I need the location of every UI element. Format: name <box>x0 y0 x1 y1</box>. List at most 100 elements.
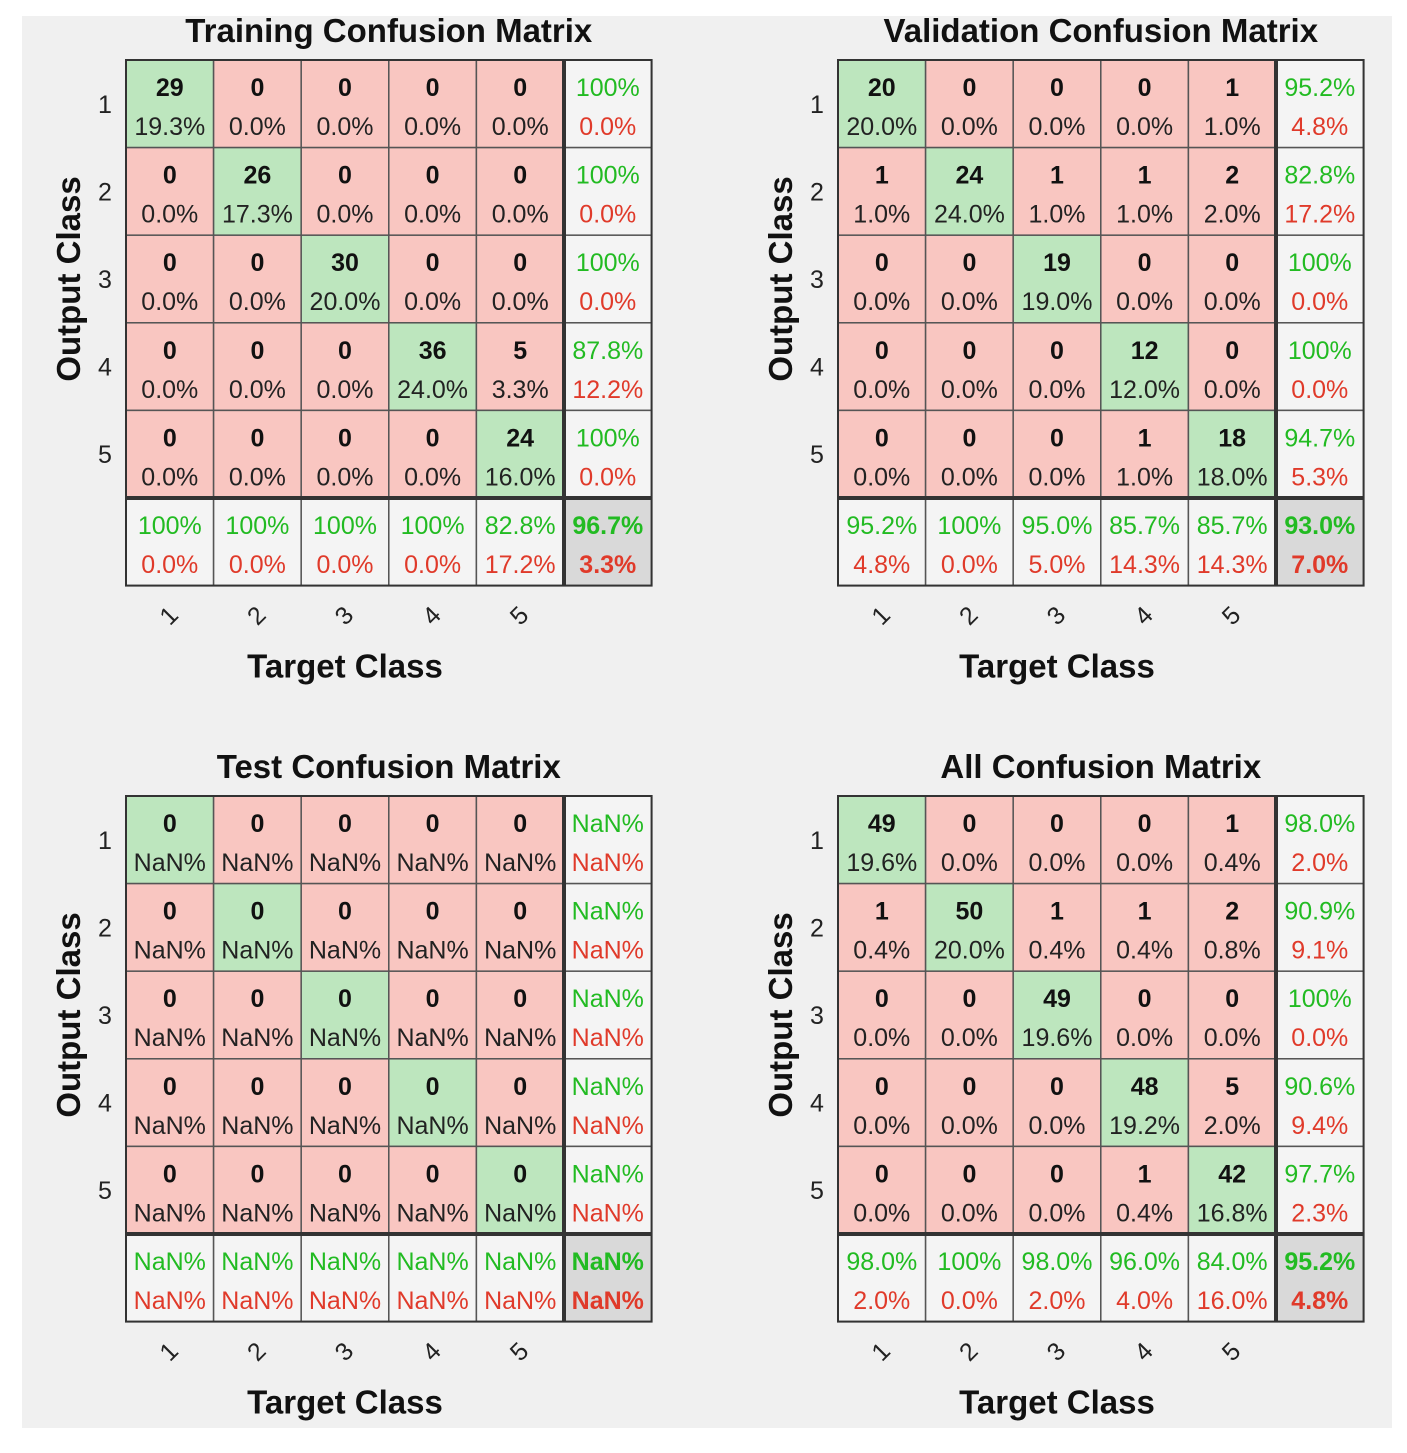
cell-count: 0 <box>426 424 440 452</box>
summary-cell <box>1275 795 1365 885</box>
cell-percent: 0.0% <box>853 463 910 491</box>
cell-percent: 18.0% <box>1197 463 1268 491</box>
cell-percent: 19.6% <box>846 849 917 877</box>
column-tick-label: 1 <box>866 1337 896 1367</box>
column-accuracy: NaN% <box>134 1248 206 1276</box>
cell-count: 0 <box>426 898 440 926</box>
cell-count: 0 <box>163 1160 177 1188</box>
matrix-cell <box>1100 59 1190 149</box>
matrix-cell <box>125 409 215 499</box>
cell-count: 0 <box>426 810 440 838</box>
column-tick-label: 3 <box>330 1337 360 1367</box>
cell-count: 0 <box>163 898 177 926</box>
column-tick-label: 4 <box>1129 1337 1159 1367</box>
column-error: 0.0% <box>941 1287 998 1315</box>
cell-percent: 0.0% <box>317 201 374 229</box>
cell-count: 0 <box>250 898 264 926</box>
cell-count: 0 <box>962 985 976 1013</box>
cell-percent: 0.0% <box>853 1112 910 1140</box>
matrix-cell <box>924 234 1014 324</box>
matrix-cell <box>212 146 302 236</box>
cell-percent: 2.0% <box>1204 1112 1261 1140</box>
matrix-cell <box>1012 795 1102 885</box>
row-error: 0.0% <box>1291 288 1348 316</box>
cell-count: 0 <box>338 1073 352 1101</box>
cell-count: 0 <box>338 337 352 365</box>
cell-count: 0 <box>1225 985 1239 1013</box>
cell-percent: 1.0% <box>1116 201 1173 229</box>
matrix-cell <box>1187 146 1277 236</box>
matrix-cell <box>924 795 1014 885</box>
cell-count: 0 <box>513 74 527 102</box>
cell-percent: 0.0% <box>941 113 998 141</box>
overall-accuracy: 95.2% <box>1284 1248 1355 1276</box>
cell-count: 0 <box>1225 249 1239 277</box>
row-tick-label: 1 <box>810 827 824 855</box>
matrix-cell <box>300 409 390 499</box>
row-tick-label: 5 <box>98 1177 112 1205</box>
column-tick-label: 2 <box>954 601 984 631</box>
row-tick-label: 2 <box>98 178 112 206</box>
matrix-cell <box>300 882 390 972</box>
matrix-cell <box>1187 1058 1277 1148</box>
cell-count: 0 <box>338 424 352 452</box>
overall-accuracy: NaN% <box>572 1248 644 1276</box>
row-tick-label: 3 <box>810 1002 824 1030</box>
cell-percent: 20.0% <box>934 937 1005 965</box>
row-accuracy: 95.2% <box>1284 74 1355 102</box>
matrix-cell <box>1012 59 1102 149</box>
cell-percent: NaN% <box>484 1199 556 1227</box>
matrix-cell <box>1012 882 1102 972</box>
cell-count: 0 <box>1050 337 1064 365</box>
cell-percent: 0.0% <box>941 849 998 877</box>
cell-count: 26 <box>243 162 271 190</box>
column-error: 0.0% <box>941 551 998 579</box>
overall-error: 4.8% <box>1291 1287 1348 1315</box>
cell-percent: NaN% <box>396 937 468 965</box>
column-accuracy: 95.0% <box>1022 512 1093 540</box>
cell-count: 2 <box>1225 162 1239 190</box>
cell-percent: 0.0% <box>941 288 998 316</box>
column-error: 14.3% <box>1197 551 1268 579</box>
cell-percent: 0.4% <box>853 937 910 965</box>
cell-percent: 0.0% <box>1116 849 1173 877</box>
cell-percent: NaN% <box>221 849 293 877</box>
cell-count: 0 <box>338 1160 352 1188</box>
cell-count: 0 <box>513 249 527 277</box>
cell-percent: NaN% <box>309 937 381 965</box>
summary-cell <box>1275 146 1365 236</box>
cell-percent: 0.0% <box>1029 1112 1086 1140</box>
matrix-cell <box>212 59 302 149</box>
row-error: 0.0% <box>579 288 636 316</box>
cell-percent: 24.0% <box>934 201 1005 229</box>
cell-count: 1 <box>1050 162 1064 190</box>
column-error: 4.0% <box>1116 1287 1173 1315</box>
row-error: NaN% <box>572 1112 644 1140</box>
row-accuracy: 97.7% <box>1284 1160 1355 1188</box>
cell-percent: 19.2% <box>1109 1112 1180 1140</box>
column-tick-label: 3 <box>1042 601 1072 631</box>
matrix-cell <box>388 970 478 1060</box>
x-axis-label: Target Class <box>959 1384 1155 1421</box>
column-accuracy: NaN% <box>309 1248 381 1276</box>
column-accuracy: 85.7% <box>1109 512 1180 540</box>
matrix-cell <box>125 970 215 1060</box>
cell-count: 5 <box>513 337 527 365</box>
summary-cell <box>1275 322 1365 412</box>
row-tick-label: 5 <box>810 1177 824 1205</box>
column-error: 5.0% <box>1029 551 1086 579</box>
summary-cell <box>1275 882 1365 972</box>
cell-count: 0 <box>250 424 264 452</box>
cell-percent: 0.0% <box>1204 376 1261 404</box>
cell-percent: 0.0% <box>1204 1024 1261 1052</box>
summary-cell <box>1275 409 1365 499</box>
cell-percent: NaN% <box>221 937 293 965</box>
training-confusion-matrix: Training Confusion Matrix 29 19.3% 0 0.0% 0 0.… <box>50 12 710 716</box>
row-accuracy: 82.8% <box>1284 162 1355 190</box>
column-accuracy: 100% <box>401 512 465 540</box>
row-accuracy: 100% <box>576 162 640 190</box>
cell-count: 1 <box>1138 1160 1152 1188</box>
column-accuracy: 100% <box>313 512 377 540</box>
cell-count: 0 <box>962 810 976 838</box>
cell-percent: NaN% <box>396 1112 468 1140</box>
